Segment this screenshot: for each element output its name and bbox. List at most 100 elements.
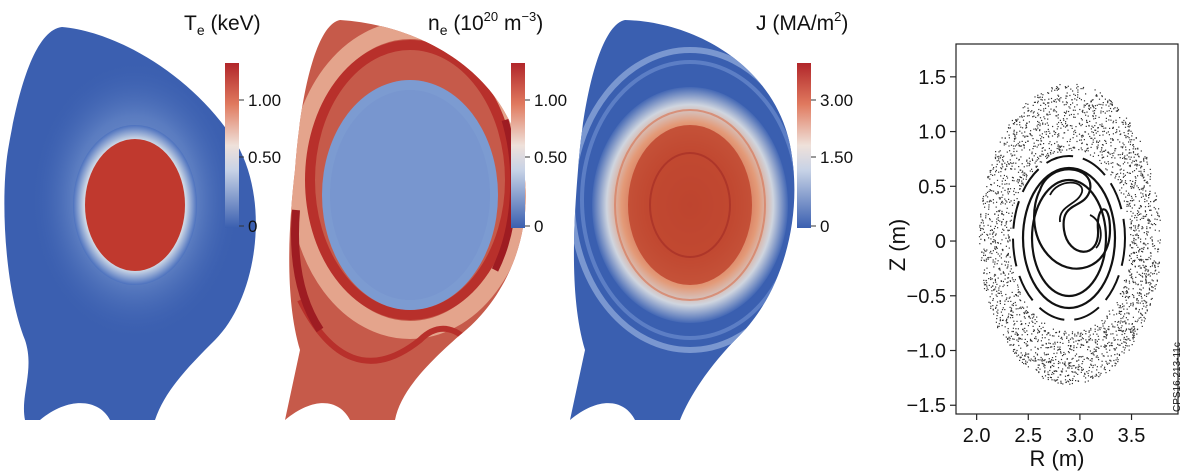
- scatter-point: [1118, 307, 1120, 309]
- scatter-point: [1149, 266, 1152, 268]
- scatter-point: [997, 185, 999, 187]
- scatter-point: [1035, 128, 1037, 130]
- scatter-point: [1099, 151, 1101, 153]
- scatter-point: [1072, 90, 1074, 92]
- scatter-point: [1010, 314, 1012, 316]
- scatter-point: [1077, 368, 1079, 370]
- scatter-point: [1039, 117, 1042, 119]
- scatter-point: [1034, 346, 1036, 348]
- scatter-point: [1136, 257, 1138, 259]
- scatter-point: [1046, 114, 1048, 116]
- scatter-point: [1068, 362, 1070, 364]
- scatter-point: [983, 225, 985, 227]
- scatter-point: [1020, 323, 1022, 326]
- scatter-point: [1105, 330, 1107, 332]
- scatter-point: [1141, 228, 1143, 230]
- scatter-point: [1094, 137, 1096, 139]
- scatter-point: [1012, 350, 1014, 352]
- scatter-point: [1116, 353, 1118, 355]
- scatter-point: [1016, 320, 1018, 322]
- scatter-point: [1030, 111, 1032, 113]
- scatter-point: [1130, 152, 1132, 154]
- scatter-point: [1109, 100, 1112, 102]
- scatter-point: [998, 287, 1000, 289]
- scatter-point: [1137, 227, 1139, 229]
- scatter-point: [1053, 362, 1055, 365]
- scatter-point: [1122, 123, 1124, 125]
- scatter-point: [1033, 115, 1035, 117]
- scatter-point: [1131, 273, 1133, 275]
- scatter-point: [1146, 226, 1148, 228]
- scatter-point: [1030, 349, 1032, 351]
- scatter-point: [995, 281, 997, 283]
- scatter-point: [1145, 273, 1147, 275]
- scatter-point: [1023, 145, 1025, 147]
- scatter-point: [1025, 362, 1027, 364]
- scatter-point: [1044, 330, 1046, 333]
- scatter-point: [1091, 358, 1093, 360]
- scatter-point: [1023, 312, 1025, 314]
- scatter-point: [1009, 270, 1011, 272]
- scatter-point: [1003, 174, 1005, 177]
- scatter-point: [1010, 168, 1012, 170]
- scatter-point: [1032, 313, 1034, 315]
- scatter-point: [1100, 125, 1103, 127]
- scatter-point: [1015, 119, 1017, 121]
- scatter-point: [1127, 136, 1129, 138]
- scatter-point: [1085, 125, 1087, 127]
- scatter-point: [1145, 282, 1147, 284]
- scatter-point: [1104, 320, 1106, 322]
- scatter-point: [992, 168, 994, 170]
- scatter-point: [1130, 228, 1132, 230]
- scatter-point: [1065, 370, 1067, 372]
- scatter-point: [1146, 293, 1148, 295]
- scatter-point: [1112, 133, 1114, 135]
- scatter-point: [1001, 324, 1003, 327]
- scatter-point: [1059, 341, 1061, 344]
- scatter-point: [996, 295, 998, 297]
- scatter-point: [1143, 299, 1145, 302]
- scatter-point: [1149, 193, 1151, 195]
- scatter-point: [1145, 238, 1147, 240]
- scatter-point: [1122, 295, 1124, 297]
- scatter-point: [1025, 124, 1027, 126]
- scatter-point: [1156, 279, 1158, 281]
- scatter-point: [1110, 355, 1112, 357]
- scatter-point: [1046, 347, 1049, 349]
- scatter-point: [1133, 225, 1135, 227]
- scatter-point: [1080, 135, 1083, 137]
- scatter-point: [1109, 107, 1112, 110]
- scatter-point: [1097, 335, 1099, 337]
- scatter-point: [1126, 345, 1128, 347]
- scatter-point: [1081, 369, 1084, 371]
- scatter-point: [1009, 280, 1011, 282]
- scatter-point: [1095, 356, 1097, 358]
- scatter-point: [1123, 132, 1125, 134]
- scatter-point: [1089, 154, 1092, 156]
- scatter-point: [1059, 148, 1061, 151]
- scatter-point: [1010, 153, 1012, 155]
- scatter-point: [1149, 281, 1151, 284]
- scatter-point: [1154, 261, 1157, 263]
- scatter-point: [1047, 378, 1049, 381]
- scatter-point: [1151, 239, 1153, 241]
- field-line-points: [978, 83, 1161, 385]
- scatter-point: [1002, 334, 1005, 336]
- scatter-point: [1116, 131, 1118, 133]
- scatter-point: [1134, 320, 1136, 322]
- scatter-point: [1028, 165, 1030, 167]
- scatter-point: [1031, 320, 1033, 322]
- scatter-point: [1044, 371, 1046, 373]
- scatter-point: [1013, 338, 1015, 340]
- scatter-point: [992, 305, 994, 307]
- scatter-point: [1128, 149, 1131, 151]
- scatter-point: [1002, 218, 1004, 220]
- scatter-point: [1119, 117, 1121, 119]
- scatter-point: [986, 191, 989, 193]
- scatter-point: [1025, 176, 1028, 178]
- scatter-point: [1117, 304, 1119, 306]
- scatter-point: [982, 203, 985, 205]
- scatter-point: [1033, 111, 1035, 113]
- scatter-point: [1046, 334, 1048, 336]
- scatter-point: [1123, 144, 1125, 146]
